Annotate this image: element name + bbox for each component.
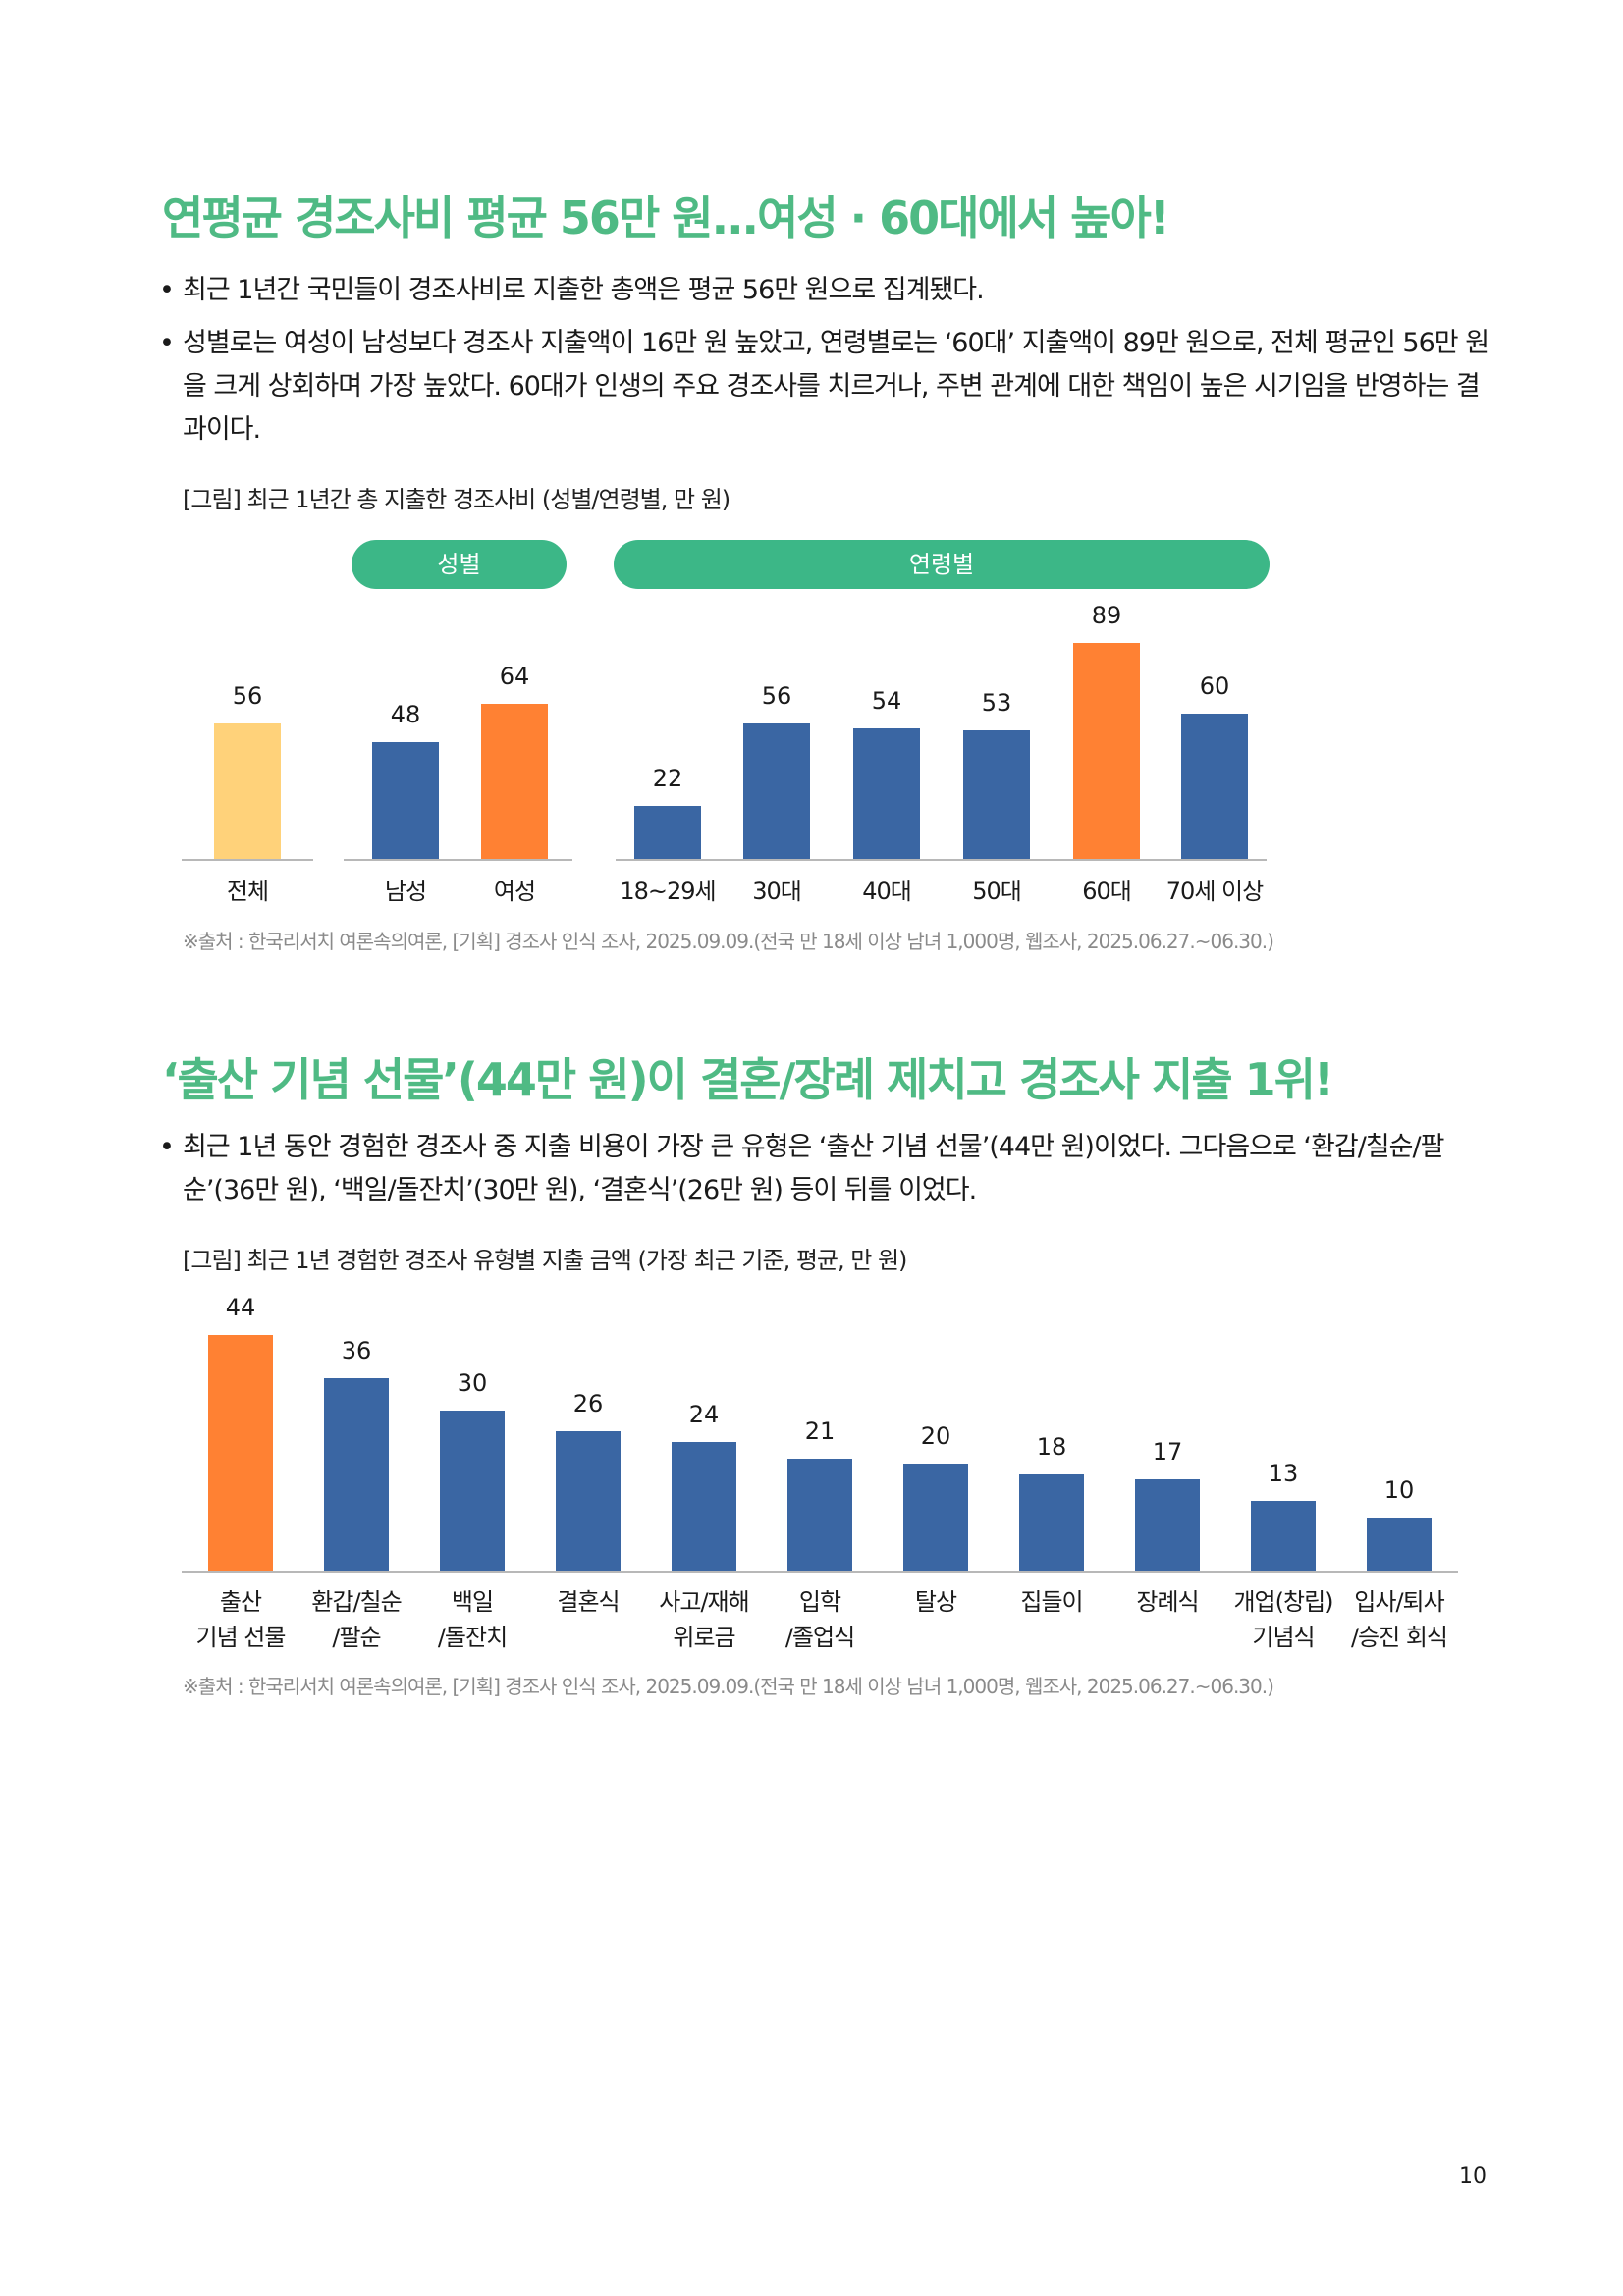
bar (372, 742, 439, 859)
bullet-text: 성별로는 여성이 남성보다 경조사 지출액이 16만 원 높았고, 연령별로는 … (183, 328, 1489, 445)
data-label: 89 (1091, 602, 1122, 630)
category-label: 개업(창립) (1233, 1588, 1333, 1616)
bar (903, 1464, 968, 1571)
category-label: 환갑/칠순 (311, 1588, 402, 1616)
chart-spending-by-group: 56 전체 48 남성 64 여성 22 18~29세 56 30대 54 40대 53 50대 89 60대… (0, 0, 1623, 982)
category-label: 백일 (451, 1588, 494, 1616)
figure-caption: [그림] 최근 1년간 총 지출한 경조사비 (성별/연령별, 만 원) (183, 486, 730, 513)
category-label: /팔순 (332, 1624, 381, 1651)
group-label-age: 연령별 (614, 540, 1270, 589)
data-label: 56 (761, 681, 792, 710)
category-label: 사고/재해 (659, 1588, 749, 1616)
bar (787, 1458, 852, 1571)
category-label: 전체 (226, 878, 269, 905)
bullet-icon: • (159, 1132, 175, 1162)
category-label: 여성 (493, 878, 536, 905)
bar (672, 1442, 736, 1571)
bar (1367, 1517, 1432, 1571)
bullet-text: 최근 1년 동안 경험한 경조사 중 지출 비용이 가장 큰 유형은 ‘출산 기… (183, 1132, 1444, 1205)
data-label: 20 (920, 1422, 951, 1450)
data-label: 36 (341, 1336, 372, 1364)
bar (963, 730, 1030, 859)
bar (481, 703, 548, 859)
data-label: 13 (1268, 1460, 1299, 1488)
category-label: /승진 회식 (1350, 1624, 1448, 1651)
group-label-gender: 성별 (352, 540, 567, 589)
bar (208, 1335, 273, 1571)
category-label: 집들이 (1020, 1588, 1083, 1616)
section2-title: ‘출산 기념 선물’(44만 원)이 결혼/장례 제치고 경조사 지출 1위! (162, 1053, 1334, 1106)
category-label: 60대 (1082, 878, 1132, 905)
data-label: 60 (1199, 671, 1230, 700)
category-label: 18~29세 (620, 878, 716, 905)
data-label: 10 (1383, 1475, 1415, 1504)
bar (853, 727, 920, 859)
category-label: 장례식 (1136, 1588, 1199, 1616)
bar (743, 722, 810, 859)
category-label: 입사/퇴사 (1354, 1588, 1444, 1616)
data-label: 22 (652, 764, 683, 792)
data-label: 64 (499, 662, 530, 690)
category-label: 70세 이상 (1165, 878, 1264, 905)
bar (1181, 713, 1248, 859)
data-label: 26 (572, 1390, 604, 1418)
data-label: 21 (804, 1416, 836, 1445)
bar (324, 1377, 389, 1571)
data-label: 54 (871, 686, 902, 715)
data-label: 24 (688, 1401, 720, 1429)
source-note: ※출처 : 한국리서치 여론속의여론, [기획] 경조사 인식 조사, 2025… (183, 930, 1274, 953)
data-label: 53 (981, 689, 1012, 718)
chart1-axis-age (616, 859, 1267, 861)
bar (214, 722, 281, 859)
bullet-icon: • (159, 275, 175, 305)
category-label: /졸업식 (784, 1624, 855, 1651)
bar (1251, 1501, 1316, 1571)
category-label: 남성 (384, 878, 427, 905)
data-label: 56 (232, 681, 263, 710)
chart2-axis (182, 1571, 1458, 1573)
data-label: 30 (457, 1368, 488, 1397)
bar (1073, 643, 1140, 859)
category-label: 탈상 (914, 1588, 957, 1616)
bar (634, 805, 701, 859)
category-label: 위로금 (673, 1624, 735, 1651)
data-label: 44 (225, 1294, 256, 1322)
figure-caption: [그림] 최근 1년 경험한 경조사 유형별 지출 금액 (가장 최근 기준, … (183, 1247, 907, 1274)
source-note: ※출처 : 한국리서치 여론속의여론, [기획] 경조사 인식 조사, 2025… (183, 1675, 1274, 1698)
bullet-text: 최근 1년간 국민들이 경조사비로 지출한 총액은 평균 56만 원으로 집계됐… (183, 275, 985, 305)
bullet-item: • 최근 1년 동안 경험한 경조사 중 지출 비용이 가장 큰 유형은 ‘출산 … (159, 1126, 1494, 1212)
bar (440, 1410, 505, 1571)
category-label: 입학 (798, 1588, 841, 1616)
category-label: 출산 (219, 1588, 262, 1616)
page-number: 10 (1459, 2164, 1487, 2189)
category-label: /돌잔치 (437, 1624, 508, 1651)
chart1-axis-total (182, 859, 313, 861)
category-label: 기념 선물 (195, 1624, 287, 1651)
category-label: 30대 (752, 878, 802, 905)
category-label: 결혼식 (557, 1588, 620, 1616)
data-label: 18 (1036, 1432, 1067, 1461)
bar (1019, 1473, 1084, 1571)
category-label: 50대 (972, 878, 1022, 905)
section1-title: 연평균 경조사비 평균 56만 원...여성 · 60대에서 높아! (162, 191, 1170, 244)
chart1-axis-gender (344, 859, 572, 861)
data-label: 48 (390, 701, 421, 729)
category-label: 기념식 (1252, 1624, 1315, 1651)
bullet-icon: • (159, 328, 175, 358)
bullet-item: • 최근 1년간 국민들이 경조사비로 지출한 총액은 평균 56만 원으로 집계… (159, 269, 1494, 312)
category-label: 40대 (862, 878, 912, 905)
bar (1135, 1479, 1200, 1571)
bullet-item: • 성별로는 여성이 남성보다 경조사 지출액이 16만 원 높았고, 연령별로는… (159, 322, 1494, 452)
bar (556, 1431, 621, 1571)
data-label: 17 (1152, 1438, 1183, 1467)
